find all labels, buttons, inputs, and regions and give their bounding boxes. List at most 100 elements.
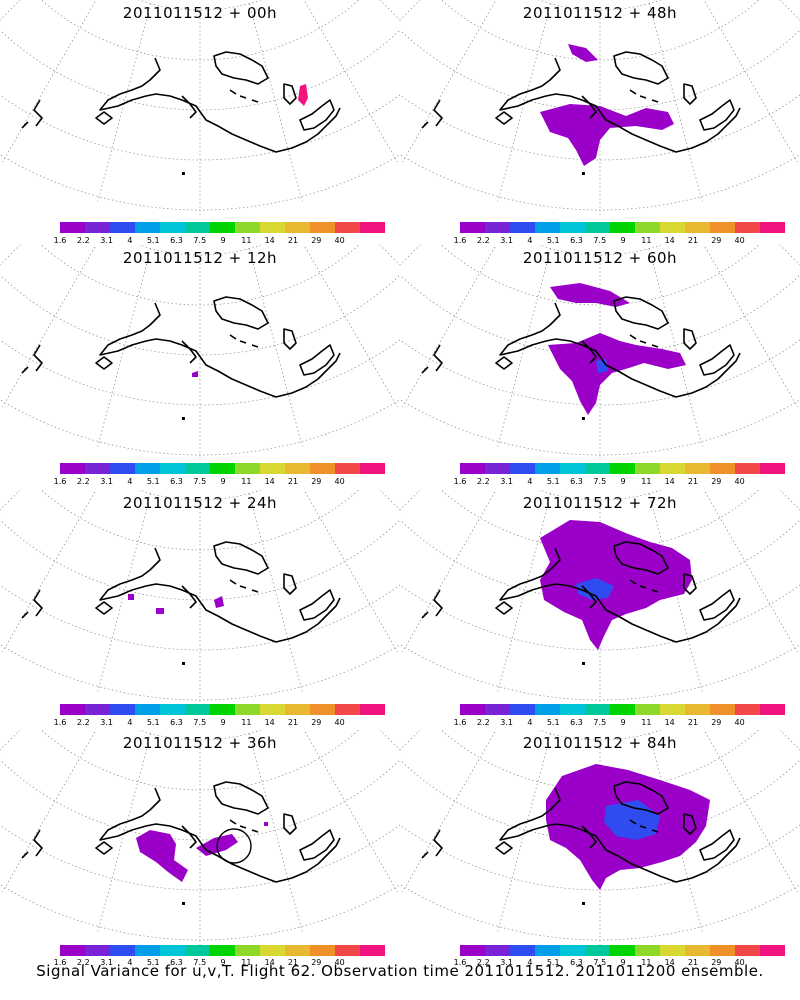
colorbar-swatch (735, 945, 760, 956)
colorbar-label: 11 (241, 236, 252, 245)
colorbar-swatch (710, 945, 735, 956)
colorbar-label: 7.5 (193, 236, 207, 245)
colorbar-swatch (510, 222, 535, 233)
colorbar-label: 29 (311, 236, 322, 245)
colorbar-swatch (510, 704, 535, 715)
coastline (21, 829, 43, 859)
coastline (181, 95, 197, 119)
latitude-line (40, 245, 360, 306)
colorbar-swatch (685, 463, 710, 474)
colorbar-label: 2.2 (476, 718, 490, 727)
longitude-line (2, 0, 97, 163)
colorbar-label: 1.6 (53, 718, 67, 727)
colorbar-label: 6.3 (570, 477, 583, 486)
latitude-line (538, 245, 662, 256)
polar-map (400, 0, 800, 215)
colorbar-label: 40 (334, 477, 345, 486)
panel-title: 2011011512 + 84h (522, 734, 678, 752)
colorbar-label: 3.1 (500, 236, 513, 245)
colorbar-swatch (710, 222, 735, 233)
colorbar-label: 11 (241, 718, 252, 727)
colorbar-label: 5.1 (546, 718, 560, 727)
colorbar-label: 21 (287, 236, 299, 245)
coastline (699, 99, 735, 131)
coastline (613, 541, 669, 575)
colorbar-label: 40 (734, 718, 745, 727)
colorbar-swatch (210, 704, 235, 715)
longitude-line (400, 490, 421, 511)
colorbar-swatch (210, 945, 235, 956)
coastline (99, 302, 341, 398)
colorbar-label: 5.1 (546, 477, 560, 486)
colorbar-swatch (160, 945, 185, 956)
colorbar-swatch (535, 945, 560, 956)
colorbar-swatch (110, 945, 135, 956)
colorbar-swatch (110, 463, 135, 474)
coastline (683, 573, 697, 595)
colorbar-label: 2.2 (76, 958, 90, 967)
colorbar-swatch (585, 945, 610, 956)
colorbar-swatch (135, 704, 160, 715)
colorbar-label: 6.3 (170, 958, 183, 967)
colorbar-swatch (60, 704, 85, 715)
colorbar-label: 4 (527, 958, 533, 967)
colorbar-label: 5.1 (546, 958, 560, 967)
longitude-line (703, 245, 798, 408)
colorbar-swatch (660, 463, 685, 474)
panel-title: 2011011512 + 48h (522, 4, 678, 22)
island (182, 662, 185, 665)
colorbar-label: 11 (641, 958, 652, 967)
coastline (213, 541, 269, 575)
coastline (683, 83, 697, 105)
longitude-line (0, 490, 21, 511)
colorbar-label: 14 (664, 718, 675, 727)
coastline (299, 344, 335, 376)
island (182, 417, 185, 420)
colorbar-label: 2.2 (476, 477, 490, 486)
coastline (99, 57, 341, 153)
colorbar-swatch (610, 463, 635, 474)
coastline (581, 95, 597, 119)
polar-map (400, 490, 800, 705)
colorbar-swatch (585, 704, 610, 715)
longitude-line (779, 730, 800, 751)
coastline (699, 589, 735, 621)
colorbar-label: 7.5 (193, 718, 207, 727)
coastline (21, 344, 43, 374)
colorbar-swatch (635, 463, 660, 474)
colorbar-label: 21 (287, 477, 299, 486)
colorbar-label: 11 (641, 718, 652, 727)
colorbar-label: 5.1 (146, 958, 160, 967)
colorbar-swatch (510, 463, 535, 474)
coastline (99, 787, 341, 883)
longitude-line (303, 245, 398, 408)
colorbar-swatch (160, 704, 185, 715)
variance-area (596, 359, 608, 373)
longitude-line (303, 490, 398, 653)
coastline (683, 813, 697, 835)
panel-title: 2011011512 + 72h (522, 494, 678, 512)
panel-title: 2011011512 + 12h (122, 249, 278, 267)
colorbar-label: 4 (527, 718, 533, 727)
colorbar-swatch (535, 704, 560, 715)
coastline (21, 99, 43, 129)
colorbar-swatch (335, 222, 360, 233)
colorbar-swatch (460, 222, 485, 233)
variance-area (540, 520, 692, 650)
colorbar-swatch (335, 463, 360, 474)
longitude-line (2, 490, 97, 653)
longitude-line (402, 490, 497, 653)
colorbar-swatch (260, 704, 285, 715)
coastline (683, 328, 697, 350)
coastline (299, 829, 335, 861)
latitude-line (40, 490, 360, 551)
coastline (629, 89, 659, 103)
colorbar-label: 1.6 (453, 477, 467, 486)
latitude-line (138, 245, 262, 256)
colorbar-label: 6.3 (170, 236, 183, 245)
colorbar-label: 4 (127, 236, 133, 245)
colorbar-swatch (585, 463, 610, 474)
coastline (283, 83, 297, 105)
variance-area (156, 608, 164, 614)
island (582, 172, 585, 175)
